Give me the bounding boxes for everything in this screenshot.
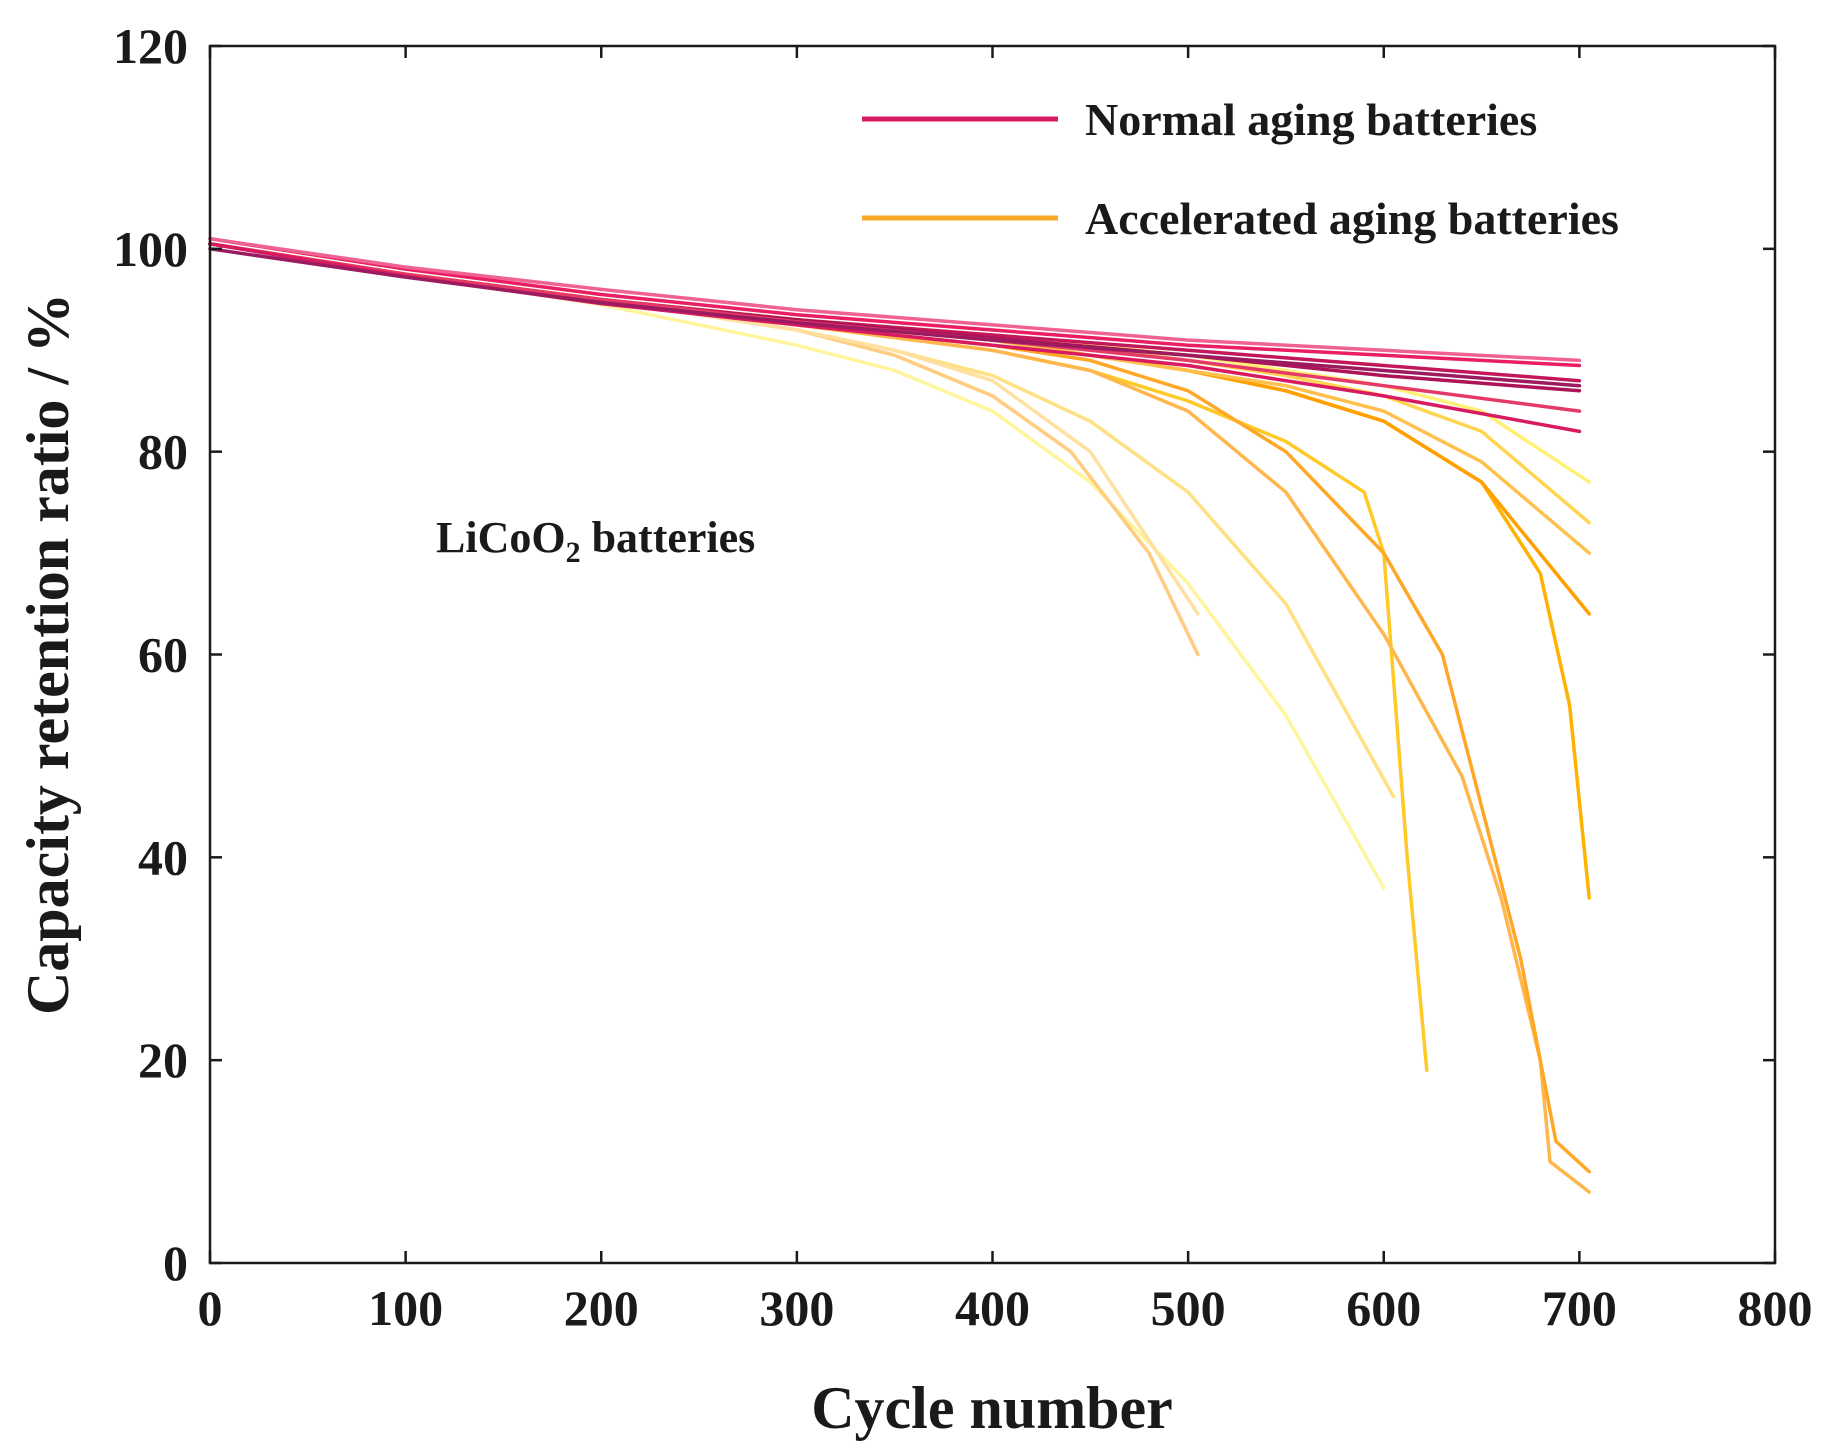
x-tick-label-6: 600	[1346, 1280, 1421, 1336]
series-line-14	[208, 242, 1591, 900]
series-line-3	[208, 236, 1582, 363]
legend: Normal aging batteries Accelerated aging…	[862, 94, 1619, 244]
annotation-subscript: 2	[566, 536, 581, 569]
series-line-1	[208, 242, 1582, 383]
x-tick-label-7: 700	[1542, 1280, 1617, 1336]
y-axis-title: Capacity retention ratio / %	[15, 293, 81, 1015]
annotation-prefix: LiCoO	[436, 513, 566, 562]
x-tick-label-0: 0	[198, 1280, 223, 1336]
x-tick-label-3: 300	[759, 1280, 834, 1336]
legend-label-normal: Normal aging batteries	[1085, 94, 1537, 145]
series-line-13	[208, 242, 1591, 1174]
series-line-6	[208, 247, 1582, 388]
series-layer	[208, 236, 1591, 1194]
x-tick-label-5: 500	[1151, 1280, 1226, 1336]
y-tick-label-5: 100	[113, 221, 188, 277]
series-line-15	[208, 242, 1591, 616]
y-tick-label-0: 0	[163, 1235, 188, 1291]
y-tick-label-6: 120	[113, 18, 188, 74]
y-tick-label-4: 80	[138, 424, 188, 480]
legend-label-accelerated: Accelerated aging batteries	[1085, 193, 1619, 244]
series-line-16	[208, 242, 1591, 555]
annotation-suffix: batteries	[581, 513, 756, 562]
chemistry-annotation: LiCoO2 batteries	[436, 513, 755, 569]
x-axis-title: Cycle number	[811, 1375, 1173, 1441]
x-tick-label-8: 800	[1738, 1280, 1813, 1336]
y-tick-label-3: 60	[138, 627, 188, 683]
x-tick-label-2: 200	[564, 1280, 639, 1336]
y-tick-label-1: 20	[138, 1032, 188, 1088]
x-tick-label-1: 100	[368, 1280, 443, 1336]
x-tick-label-4: 400	[955, 1280, 1030, 1336]
tick-layer: 0 100 200 300 400 500 600 700 800 0 20 40 60 80 100 120	[113, 18, 1813, 1336]
y-tick-label-2: 40	[138, 829, 188, 885]
series-line-17	[208, 242, 1591, 525]
series-line-0	[208, 236, 1582, 368]
